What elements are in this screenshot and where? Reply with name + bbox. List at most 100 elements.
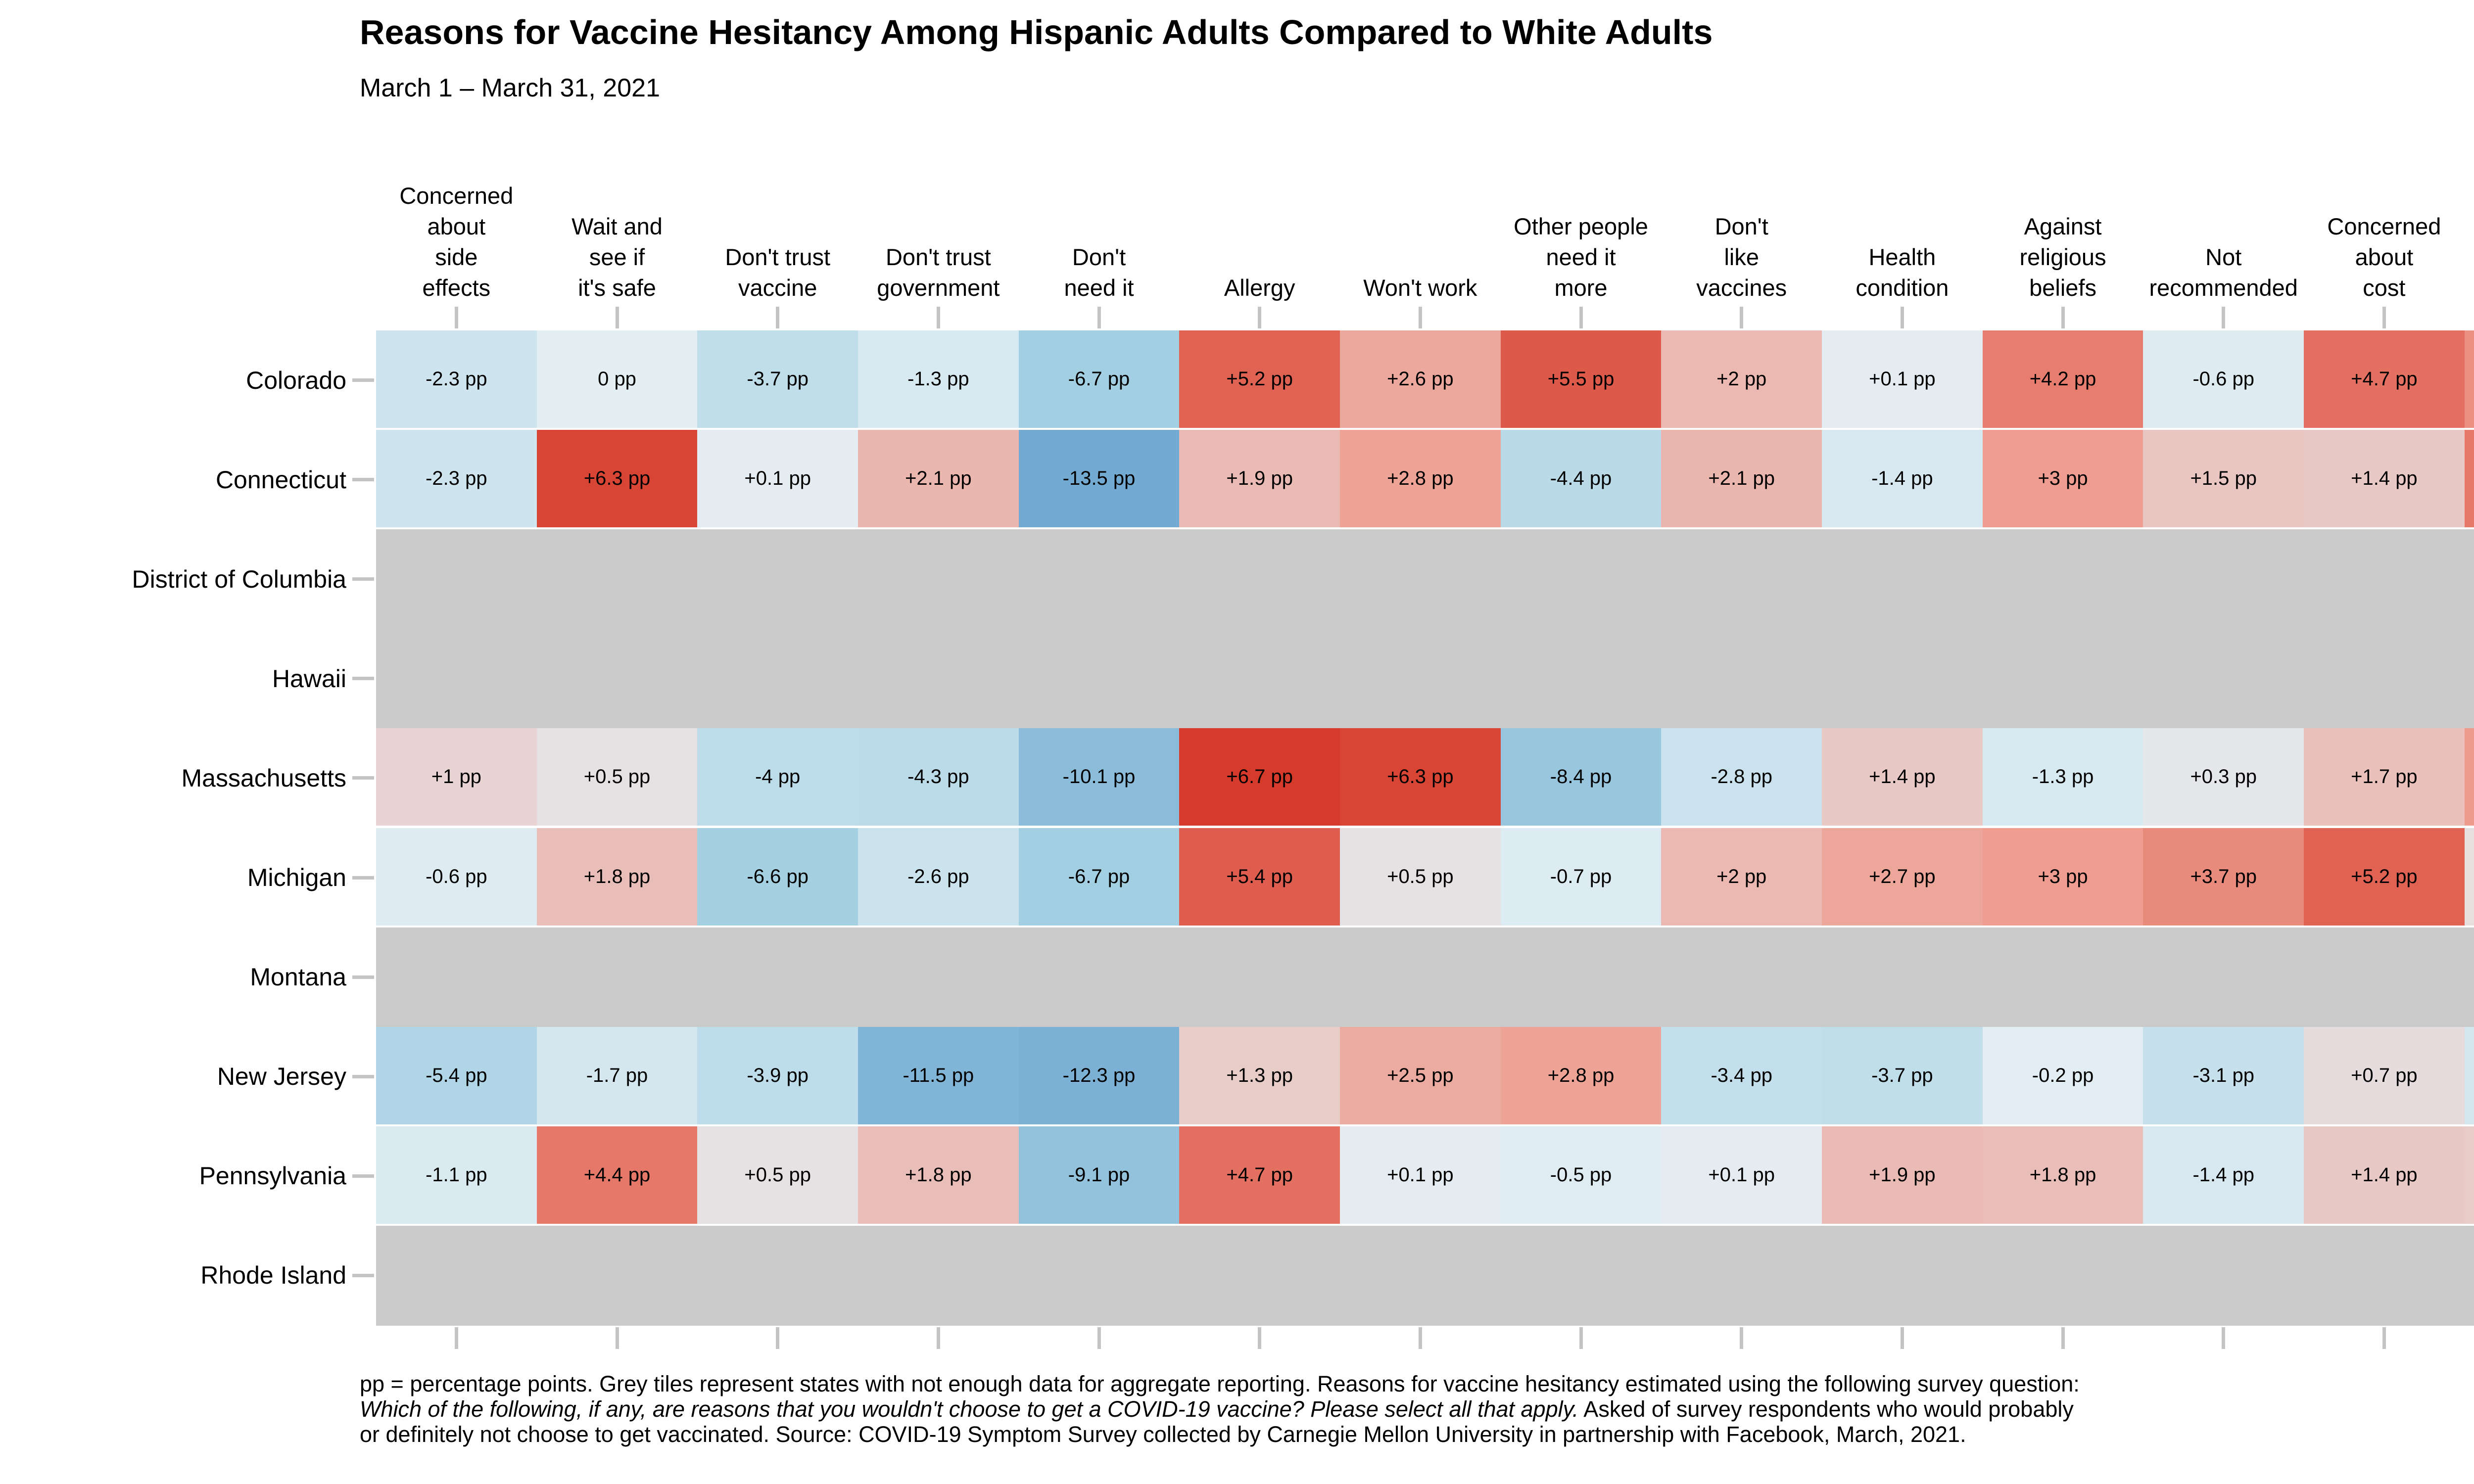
column-tick-bottom bbox=[1740, 1327, 1744, 1349]
heatmap-cell: -3.9 pp bbox=[697, 1026, 858, 1124]
row-tick-left bbox=[352, 1074, 374, 1078]
heatmap-cell: -0.7 pp bbox=[1500, 828, 1662, 926]
heatmap-cell: -2.3 pp bbox=[376, 430, 537, 528]
chart-title: Reasons for Vaccine Hesitancy Among Hisp… bbox=[360, 13, 1713, 51]
heatmap-row bbox=[376, 629, 2474, 729]
column-tick-bottom bbox=[1579, 1327, 1583, 1349]
footnote-line-1: pp = percentage points. Grey tiles repre… bbox=[360, 1371, 2080, 1396]
heatmap-cell: 0 pp bbox=[536, 330, 698, 428]
heatmap-cell: +1.8 pp bbox=[1982, 1126, 2143, 1224]
row-tick-left bbox=[352, 378, 374, 382]
heatmap-cell: -4 pp bbox=[697, 728, 858, 826]
footnote-line-2: Which of the following, if any, are reas… bbox=[360, 1396, 2080, 1422]
heatmap-cell: +4.7 pp bbox=[2304, 330, 2465, 428]
heatmap-cell: +3.5 pp bbox=[2464, 330, 2474, 428]
column-header-6: Allergy bbox=[1224, 275, 1295, 301]
column-tick-top bbox=[1258, 307, 1262, 328]
heatmap-cell: +1.3 pp bbox=[2464, 1126, 2474, 1224]
heatmap-cell: +1.9 pp bbox=[1179, 430, 1340, 528]
footnote-survey-question: Which of the following, if any, are reas… bbox=[360, 1396, 1579, 1422]
heatmap-cell: +3 pp bbox=[1982, 430, 2143, 528]
heatmap-cell: -5.4 pp bbox=[376, 1026, 537, 1124]
heatmap-cell: +1.9 pp bbox=[1822, 1126, 1983, 1224]
state-label: Rhode Island bbox=[200, 1261, 346, 1290]
row-tick-left bbox=[352, 478, 374, 482]
heatmap-cell: +6.3 pp bbox=[1340, 728, 1501, 826]
column-tick-bottom bbox=[615, 1327, 619, 1349]
heatmap-cell: +5.5 pp bbox=[1500, 330, 1662, 428]
heatmap-cell: +0.6 pp bbox=[2464, 828, 2474, 926]
heatmap-row: -5.4 pp -1.7 pp -3.9 pp -11.5 pp -12.3 pp +1.… bbox=[376, 1026, 2474, 1124]
column-header-12: Not recommended bbox=[2149, 244, 2298, 301]
row-tick-left bbox=[352, 1273, 374, 1277]
heatmap-cell: -2.6 pp bbox=[858, 828, 1019, 926]
state-label: Michigan bbox=[247, 864, 346, 892]
heatmap-cell: +5.2 pp bbox=[1179, 330, 1340, 428]
heatmap-row: +1 pp +0.5 pp -4 pp -4.3 pp -10.1 pp +6.7 pp +… bbox=[376, 728, 2474, 826]
heatmap-cell: -12.3 pp bbox=[1018, 1026, 1180, 1124]
state-label: Colorado bbox=[246, 366, 346, 394]
heatmap-row bbox=[376, 927, 2474, 1027]
heatmap-cell: +0.1 pp bbox=[1340, 1126, 1501, 1224]
heatmap-cell: -2.3 pp bbox=[376, 330, 537, 428]
state-label: Hawaii bbox=[272, 664, 346, 693]
heatmap-cell: -1.4 pp bbox=[1822, 430, 1983, 528]
column-header-1: Concerned about side effects bbox=[399, 183, 514, 301]
heatmap-row: -0.6 pp +1.8 pp -6.6 pp -2.6 pp -6.7 pp +5.4 … bbox=[376, 828, 2474, 926]
row-tick-left bbox=[352, 776, 374, 780]
state-label: Massachusetts bbox=[181, 764, 346, 792]
heatmap-cell: -0.6 pp bbox=[376, 828, 537, 926]
heatmap-cell: -3.7 pp bbox=[1822, 1026, 1983, 1124]
column-tick-bottom bbox=[2222, 1327, 2226, 1349]
column-header-4: Don't trust government bbox=[877, 244, 1000, 301]
row-tick-left bbox=[352, 876, 374, 880]
column-tick-bottom bbox=[936, 1327, 940, 1349]
column-tick-bottom bbox=[776, 1327, 780, 1349]
heatmap-cell: -1.7 pp bbox=[536, 1026, 698, 1124]
heatmap-cell: +1.4 pp bbox=[1822, 728, 1983, 826]
heatmap-cell: +0.7 pp bbox=[2304, 1026, 2465, 1124]
heatmap-cell: +2.5 pp bbox=[1340, 1026, 1501, 1124]
heatmap-cell: +0.5 pp bbox=[697, 1126, 858, 1224]
heatmap-cell: +1 pp bbox=[376, 728, 537, 826]
heatmap-cell: -6.6 pp bbox=[697, 828, 858, 926]
heatmap-cell: -2.8 pp bbox=[1661, 728, 1822, 826]
heatmap-cell: +2.8 pp bbox=[1340, 430, 1501, 528]
heatmap-cell: +0.5 pp bbox=[1340, 828, 1501, 926]
column-tick-bottom bbox=[1097, 1327, 1101, 1349]
heatmap-cell: +0.5 pp bbox=[536, 728, 698, 826]
heatmap-cell: -1.1 pp bbox=[376, 1126, 537, 1224]
column-tick-bottom bbox=[1258, 1327, 1262, 1349]
heatmap-cell: +0.1 pp bbox=[1661, 1126, 1822, 1224]
heatmap-cell: +5.4 pp bbox=[1179, 828, 1340, 926]
column-header-7: Won't work bbox=[1363, 275, 1477, 301]
heatmap-cell: -0.6 pp bbox=[2143, 330, 2304, 428]
heatmap-cell: +4.7 pp bbox=[1179, 1126, 1340, 1224]
heatmap-cell: +3 pp bbox=[1982, 828, 2143, 926]
column-tick-top bbox=[454, 307, 458, 328]
heatmap-cell: +1.8 pp bbox=[536, 828, 698, 926]
heatmap-cell: +2.1 pp bbox=[858, 430, 1019, 528]
column-tick-top bbox=[1579, 307, 1583, 328]
heatmap-cell: -0.5 pp bbox=[1500, 1126, 1662, 1224]
column-tick-bottom bbox=[2061, 1327, 2065, 1349]
column-tick-top bbox=[2061, 307, 2065, 328]
heatmap-cell: +0.1 pp bbox=[1822, 330, 1983, 428]
heatmap-cell: -6.7 pp bbox=[1018, 330, 1180, 428]
heatmap-cell: +3.7 pp bbox=[2143, 828, 2304, 926]
row-tick-left bbox=[352, 577, 374, 581]
heatmap-cell: +6.7 pp bbox=[1179, 728, 1340, 826]
heatmap-cell: -11.5 pp bbox=[858, 1026, 1019, 1124]
heatmap-cell: +6.3 pp bbox=[536, 430, 698, 528]
column-tick-bottom bbox=[1900, 1327, 1904, 1349]
heatmap-cell: +4.4 pp bbox=[536, 1126, 698, 1224]
heatmap-cell: +1.5 pp bbox=[2143, 430, 2304, 528]
heatmap-row: -2.3 pp +6.3 pp +0.1 pp +2.1 pp -13.5 pp +1.9… bbox=[376, 430, 2474, 528]
heatmap-cell: -1.4 pp bbox=[2143, 1126, 2304, 1224]
heatmap-cell: +0.3 pp bbox=[2143, 728, 2304, 826]
column-tick-top bbox=[615, 307, 619, 328]
column-tick-top bbox=[936, 307, 940, 328]
column-tick-bottom bbox=[2382, 1327, 2386, 1349]
heatmap-cell: +1.8 pp bbox=[858, 1126, 1019, 1224]
